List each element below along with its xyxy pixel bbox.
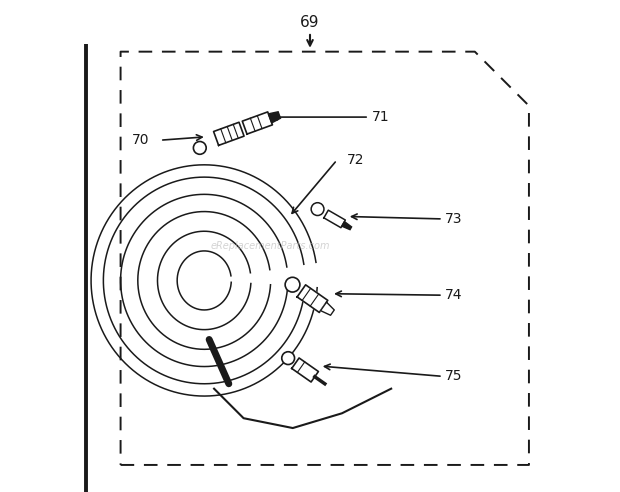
Polygon shape [321, 302, 334, 315]
Polygon shape [242, 112, 272, 134]
Text: eReplacementParts.com: eReplacementParts.com [211, 241, 330, 251]
Circle shape [285, 277, 300, 292]
Text: 73: 73 [445, 212, 463, 226]
Text: 75: 75 [445, 369, 463, 383]
Circle shape [281, 352, 294, 365]
Text: 69: 69 [300, 15, 320, 30]
Polygon shape [268, 112, 280, 123]
Polygon shape [292, 358, 319, 382]
Text: 71: 71 [371, 110, 389, 124]
Polygon shape [324, 210, 345, 228]
Circle shape [311, 203, 324, 215]
Polygon shape [342, 221, 352, 230]
Polygon shape [297, 285, 328, 312]
Polygon shape [213, 122, 244, 146]
Circle shape [193, 142, 206, 154]
Text: 72: 72 [347, 153, 365, 167]
Text: 74: 74 [445, 288, 463, 302]
Text: 70: 70 [131, 133, 149, 147]
